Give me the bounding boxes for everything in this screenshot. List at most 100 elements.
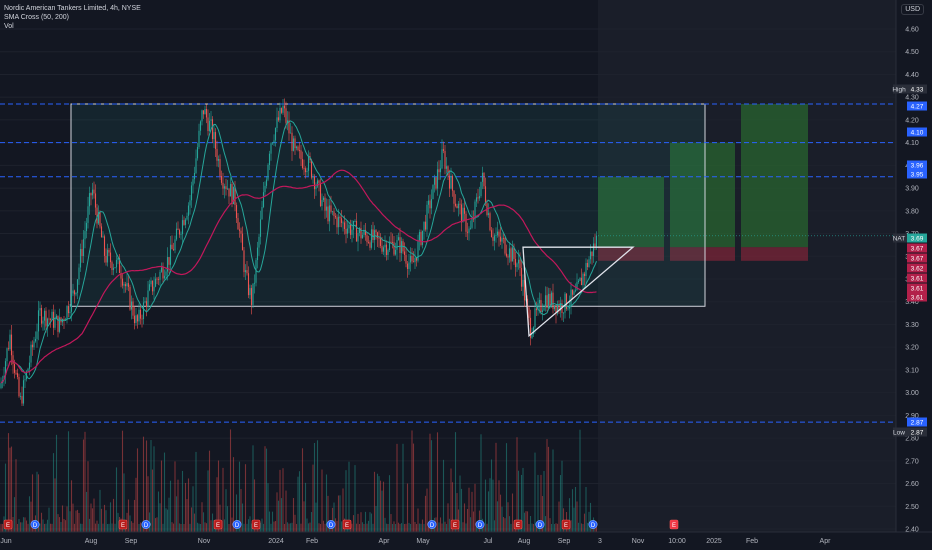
earnings-marker[interactable]: E — [513, 519, 523, 530]
volume-bar — [339, 495, 341, 532]
volume-bar — [31, 474, 34, 532]
volume-bar — [342, 488, 344, 532]
candle-body — [87, 206, 89, 223]
volume-bar — [298, 471, 301, 532]
volume-bar — [364, 511, 367, 532]
candle-body — [520, 268, 523, 287]
time-tick-label: 2024 — [268, 538, 284, 545]
volume-bar — [309, 522, 311, 532]
candle-body — [580, 277, 583, 286]
dividend-marker[interactable]: D — [427, 519, 437, 529]
volume-bar — [42, 519, 44, 532]
volume-bar — [253, 479, 256, 532]
volume-bar — [310, 512, 313, 532]
candle-body — [82, 239, 85, 257]
volume-bar — [358, 523, 361, 532]
candle-body — [399, 237, 401, 254]
marker-shape — [3, 519, 13, 530]
volume-bar — [552, 449, 554, 532]
volume-bar — [22, 517, 25, 532]
dividend-marker[interactable]: D — [232, 519, 242, 529]
volume-bar — [367, 520, 370, 532]
time-axis[interactable]: Jun Aug Sep Nov 2024 Feb Apr May Jul Aug Sep 3 Nov 10… — [0, 531, 932, 545]
candle-body — [211, 119, 214, 140]
candle-body — [342, 222, 344, 224]
candle-body — [300, 150, 302, 160]
candle-body — [237, 218, 239, 230]
earnings-marker[interactable]: E — [3, 519, 13, 530]
volume-bar — [327, 495, 329, 532]
candle-body — [241, 233, 244, 251]
candle-body — [136, 315, 139, 322]
dividend-marker[interactable]: D — [535, 519, 545, 529]
volume-bar — [288, 523, 290, 532]
position-zones — [598, 104, 808, 261]
candle-body — [400, 241, 403, 254]
moving-averages — [0, 120, 597, 384]
candle-body — [385, 244, 388, 255]
dividend-marker[interactable]: D — [326, 519, 336, 529]
dividend-marker[interactable]: D — [30, 519, 40, 529]
dividend-marker[interactable]: D — [588, 519, 598, 529]
candle-body — [102, 236, 104, 238]
chart-legend: Nordic American Tankers Limited, 4h, NYS… — [4, 4, 141, 31]
candle-body — [126, 283, 128, 287]
candle-body — [120, 272, 122, 279]
candle-body — [69, 311, 71, 314]
candle-body — [78, 267, 80, 280]
volume-bar — [15, 459, 17, 532]
candle-body — [384, 244, 386, 248]
volume-bar — [366, 523, 368, 532]
candle-body — [328, 205, 331, 222]
time-tick-label: Sep — [125, 538, 138, 545]
range-rectangle[interactable] — [70, 103, 706, 307]
volume-bar — [429, 433, 431, 532]
volume-bar — [523, 512, 526, 532]
volume-indicator-label[interactable]: Vol — [4, 23, 14, 30]
volume-bar — [94, 523, 97, 532]
candle-body — [345, 228, 347, 234]
volume-bar — [316, 440, 319, 532]
price-tick-label: 4.30 — [905, 95, 919, 102]
candle-body — [198, 130, 200, 148]
candle-body — [196, 147, 199, 159]
earnings-marker[interactable]: E — [342, 519, 352, 530]
marker-shape — [118, 519, 128, 530]
dividend-marker[interactable]: D — [141, 519, 151, 529]
volume-bar — [585, 487, 587, 532]
candle-body — [420, 231, 422, 245]
sma-indicator-label[interactable]: SMA Cross (50, 200) — [4, 14, 69, 21]
dividend-marker[interactable]: D — [475, 519, 485, 529]
earnings-marker[interactable]: E — [213, 519, 223, 530]
earnings-marker[interactable]: E — [251, 519, 261, 530]
price-label-tag-bg — [893, 427, 907, 437]
volume-bar — [174, 461, 176, 532]
earnings-marker[interactable]: E — [561, 519, 571, 530]
candle-body — [232, 186, 235, 205]
earnings-marker[interactable]: E — [669, 519, 679, 530]
candle-body — [285, 108, 287, 123]
candle-body — [519, 259, 521, 269]
candle-body — [57, 315, 59, 332]
price-label: 4.27 — [907, 101, 927, 111]
candle-body — [516, 263, 518, 268]
volume-bar — [405, 523, 407, 532]
profit-zone — [741, 104, 808, 248]
volume-bar — [36, 471, 38, 532]
candle-body — [204, 108, 206, 115]
candle-body — [231, 184, 233, 205]
volume-bar — [223, 519, 226, 532]
candle-body — [450, 175, 452, 189]
earnings-marker[interactable]: E — [450, 519, 460, 530]
candle-body — [321, 200, 323, 207]
candle-body — [541, 310, 544, 313]
candle-body — [118, 257, 121, 273]
candle-body — [565, 293, 568, 309]
triangle-pattern[interactable] — [522, 246, 635, 338]
candle-body — [33, 341, 35, 348]
candle-body — [267, 164, 269, 180]
currency-button[interactable]: USD — [901, 4, 924, 15]
earnings-marker[interactable]: E — [118, 519, 128, 530]
